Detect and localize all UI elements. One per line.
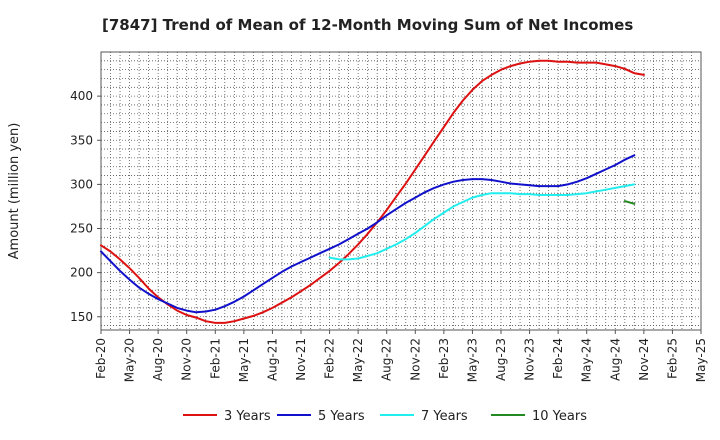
y-tick-label: 350: [70, 133, 93, 147]
x-tick-label: Feb-20: [94, 338, 108, 379]
x-tick-label: Nov-23: [523, 338, 537, 381]
x-tick-label: Feb-22: [323, 338, 337, 379]
x-tick-label: Aug-21: [265, 338, 279, 381]
x-tick-label: Feb-23: [437, 338, 451, 379]
x-tick-label: May-24: [580, 338, 594, 382]
x-tick-label: Feb-25: [665, 338, 679, 379]
y-axis-ticks: 150 200 250 300 350 400: [70, 89, 101, 324]
y-tick-label: 150: [70, 310, 93, 324]
x-tick-label: Nov-22: [408, 338, 422, 381]
series-line-5-years: [100, 154, 636, 314]
x-tick-label: Nov-21: [294, 338, 308, 381]
y-tick-label: 400: [70, 89, 93, 103]
x-tick-label: Nov-24: [637, 338, 651, 381]
x-tick-label: Aug-22: [380, 338, 394, 381]
x-tick-label: May-25: [694, 338, 708, 382]
x-tick-label: May-21: [237, 338, 251, 382]
legend: 3 Years 5 Years 7 Years 10 Years: [183, 409, 587, 424]
x-tick-label: Feb-24: [551, 338, 565, 379]
y-axis-label: Amount (million yen): [7, 123, 22, 260]
x-tick-label: May-22: [351, 338, 365, 382]
legend-label: 3 Years: [224, 409, 271, 424]
series-line-7-years: [328, 183, 636, 261]
x-tick-label: May-23: [465, 338, 479, 382]
x-tick-label: Feb-21: [208, 338, 222, 379]
y-tick-label: 300: [70, 177, 93, 191]
legend-label: 10 Years: [532, 409, 587, 424]
series-lines: [100, 59, 645, 324]
x-tick-label: Aug-23: [494, 338, 508, 381]
y-tick-label: 250: [70, 222, 93, 236]
x-tick-label: Aug-20: [151, 338, 165, 381]
x-tick-label: Nov-20: [180, 338, 194, 381]
y-tick-label: 200: [70, 266, 93, 280]
chart-title: [7847] Trend of Mean of 12-Month Moving …: [102, 16, 633, 34]
plot-area: [100, 51, 702, 331]
legend-label: 7 Years: [421, 409, 468, 424]
x-tick-label: May-20: [123, 338, 137, 382]
x-tick-label: Aug-24: [608, 338, 622, 381]
legend-label: 5 Years: [318, 409, 365, 424]
x-axis-ticks: Feb-20 May-20 Aug-20 Nov-20 Feb-21 May-21 Aug-…: [94, 330, 708, 382]
series-line-10-years: [623, 200, 636, 205]
series-line-3-years: [100, 59, 645, 324]
